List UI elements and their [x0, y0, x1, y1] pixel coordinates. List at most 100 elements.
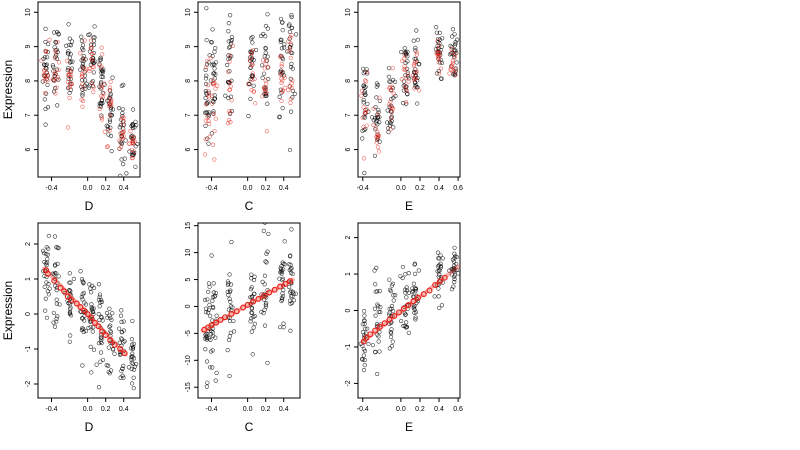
data-point: [54, 85, 59, 90]
data-point: [227, 296, 232, 301]
data-point: [132, 149, 137, 154]
fit-line: [200, 277, 295, 333]
data-point: [289, 81, 294, 86]
data-point: [364, 110, 369, 115]
data-point: [208, 56, 213, 61]
data-point: [133, 361, 139, 367]
x-tick-label: 0.2: [415, 406, 425, 413]
data-point: [107, 101, 112, 106]
data-point: [362, 78, 368, 83]
data-point: [55, 75, 60, 80]
data-point: [99, 45, 104, 50]
fitted-point: [91, 319, 98, 326]
data-point: [203, 347, 208, 352]
data-point: [452, 245, 457, 250]
x-tick-label: 0.6: [453, 185, 463, 192]
data-point: [210, 304, 216, 310]
data-point: [375, 115, 380, 120]
data-point: [372, 268, 377, 273]
data-point: [387, 86, 392, 91]
data-point: [225, 289, 230, 294]
data-point: [108, 328, 113, 334]
data-point: [376, 334, 381, 339]
data-point: [262, 323, 268, 328]
data-point: [265, 249, 270, 254]
y-tick-label: 6: [185, 148, 192, 152]
data-point: [229, 98, 234, 103]
data-point: [88, 46, 93, 51]
y-tick-label: -10: [185, 355, 192, 365]
data-point: [389, 105, 394, 110]
data-point: [385, 120, 390, 125]
x-tick-label: -0.4: [46, 185, 58, 192]
data-point: [212, 49, 217, 54]
data-point: [227, 272, 232, 277]
data-point: [374, 265, 379, 270]
data-point: [260, 75, 265, 80]
fitted-point: [240, 304, 247, 311]
data-point: [203, 123, 208, 128]
data-point: [102, 91, 107, 96]
data-point: [282, 85, 287, 90]
data-point: [389, 283, 395, 288]
x-axis-title: C: [245, 199, 254, 213]
data-point: [388, 289, 394, 294]
data-point: [264, 129, 269, 134]
data-point: [54, 301, 59, 306]
data-point: [264, 251, 269, 256]
data-point: [228, 84, 233, 89]
fitted-point: [68, 297, 75, 304]
data-point: [438, 60, 443, 65]
data-point: [454, 60, 459, 65]
data-point: [250, 71, 255, 76]
data-point: [435, 38, 440, 43]
data-point: [130, 351, 135, 356]
data-point: [437, 268, 442, 273]
data-point: [388, 116, 394, 121]
data-point: [44, 49, 49, 54]
data-point: [403, 100, 409, 105]
data-point: [289, 25, 294, 30]
fitted-point: [121, 350, 128, 357]
data-point: [280, 28, 285, 33]
data-point: [207, 302, 212, 307]
data-point: [80, 66, 86, 71]
data-point: [435, 250, 441, 255]
data-point: [203, 76, 209, 81]
data-point: [449, 64, 455, 70]
data-point: [99, 66, 104, 71]
data-point: [212, 96, 217, 101]
data-point: [375, 112, 380, 117]
plot-area: [200, 223, 298, 389]
data-point: [99, 115, 104, 120]
data-point: [226, 39, 231, 44]
data-point: [83, 57, 88, 62]
data-point: [387, 346, 392, 351]
data-point: [207, 93, 212, 98]
fitted-point: [260, 292, 267, 299]
data-point: [97, 57, 103, 62]
data-point: [454, 261, 459, 267]
data-point: [436, 60, 441, 65]
data-point: [411, 306, 416, 311]
data-point: [83, 86, 88, 91]
data-point: [99, 340, 104, 346]
data-point: [359, 88, 365, 94]
data-point: [261, 310, 266, 316]
data-point: [403, 49, 408, 55]
data-point: [262, 223, 268, 225]
data-point: [417, 61, 422, 67]
series-1: [360, 25, 460, 176]
data-point: [258, 33, 264, 39]
data-point: [285, 49, 290, 54]
fitted-point: [51, 277, 58, 284]
data-point: [362, 321, 367, 326]
data-point: [403, 73, 408, 78]
data-point: [88, 286, 93, 291]
data-point: [214, 370, 219, 375]
data-point: [402, 64, 407, 69]
fitted-point: [415, 294, 422, 301]
data-point: [361, 114, 366, 119]
data-point: [404, 75, 409, 80]
